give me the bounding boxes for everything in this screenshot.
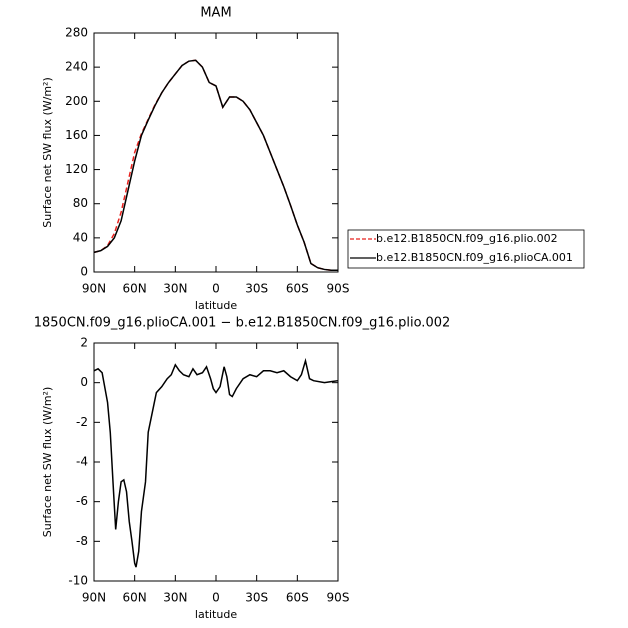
line — [93, 357, 339, 568]
chart-title: MAM — [200, 6, 231, 21]
x-tick-label: 0 — [212, 282, 220, 296]
y-axis-label: Surface net SW flux (W/m²) — [41, 77, 54, 228]
y-tick-label: 80 — [73, 196, 88, 210]
y-tick-label: 0 — [80, 265, 88, 279]
x-tick-label: 30N — [163, 282, 187, 296]
legend-label: b.e12.B1850CN.f09_g16.plioCA.001 — [376, 251, 573, 264]
y-tick-label: -4 — [76, 455, 88, 469]
legend-box — [347, 229, 585, 269]
y-tick-label: 280 — [65, 26, 88, 40]
y-tick-label: 0 — [80, 375, 88, 389]
y-tick-label: 240 — [65, 60, 88, 74]
y-tick-label: 160 — [65, 128, 88, 142]
x-tick-label: 90S — [327, 591, 350, 605]
x-tick-label: 0 — [212, 591, 220, 605]
x-tick-label: 90S — [327, 282, 350, 296]
x-axis-label: latitude — [195, 608, 237, 621]
y-tick-label: 120 — [65, 162, 88, 176]
y-tick-label: -8 — [76, 534, 88, 548]
x-tick-label: 30S — [245, 282, 268, 296]
line — [93, 59, 338, 272]
x-tick-label: 90N — [82, 282, 106, 296]
x-axis-label: latitude — [195, 299, 237, 312]
legend-label: b.e12.B1850CN.f09_g16.plio.002 — [376, 232, 558, 245]
y-tick-label: -6 — [76, 494, 88, 508]
x-tick-label: 60N — [123, 282, 147, 296]
y-axis-label: Surface net SW flux (W/m²) — [41, 387, 54, 538]
x-tick-label: 60N — [123, 591, 147, 605]
x-tick-label: 30S — [245, 591, 268, 605]
y-tick-label: -2 — [76, 415, 88, 429]
plot-frame — [93, 32, 339, 273]
y-tick-label: -10 — [68, 574, 88, 588]
x-tick-label: 60S — [286, 282, 309, 296]
y-tick-label: 40 — [73, 230, 88, 244]
y-tick-label: 2 — [80, 336, 88, 350]
line — [93, 59, 338, 272]
chart-title: 1850CN.f09_g16.plioCA.001 − b.e12.B1850C… — [34, 316, 451, 331]
plot-frame — [93, 342, 339, 582]
x-tick-label: 30N — [163, 591, 187, 605]
y-tick-label: 200 — [65, 94, 88, 108]
x-tick-label: 60S — [286, 591, 309, 605]
x-tick-label: 90N — [82, 591, 106, 605]
